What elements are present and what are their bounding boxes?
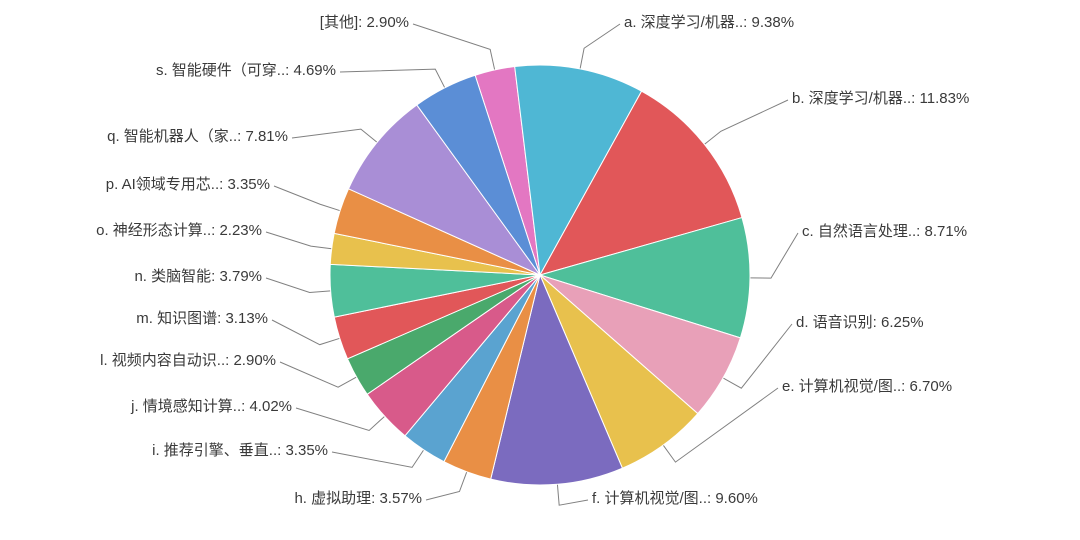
pie-label-q: q. 智能机器人（家..: 7.81% <box>107 128 288 146</box>
pie-label-j: j. 情境感知计算..: 4.02% <box>131 398 292 416</box>
pie-label-s: s. 智能硬件（可穿..: 4.69% <box>156 62 336 80</box>
pie-label-l: l. 视频内容自动识..: 2.90% <box>100 352 276 370</box>
pie-label-p: p. AI领域专用芯..: 3.35% <box>106 176 270 194</box>
pie-label-i: i. 推荐引擎、垂直..: 3.35% <box>152 442 328 460</box>
pie-label-e: e. 计算机视觉/图..: 6.70% <box>782 378 952 396</box>
pie-label-o: o. 神经形态计算..: 2.23% <box>96 222 262 240</box>
pie-label-n: n. 类脑智能: 3.79% <box>134 268 262 286</box>
pie-label-h: h. 虚拟助理: 3.57% <box>294 490 422 508</box>
pie-chart: [其他]: 2.90% a. 深度学习/机器..: 9.38% b. 深度学习/机器… <box>0 0 1080 540</box>
pie-label-m: m. 知识图谱: 3.13% <box>136 310 268 328</box>
pie-label-f: f. 计算机视觉/图..: 9.60% <box>592 490 758 508</box>
pie-label-c: c. 自然语言处理..: 8.71% <box>802 223 967 241</box>
pie-label-other: [其他]: 2.90% <box>320 14 409 32</box>
pie-label-a: a. 深度学习/机器..: 9.38% <box>624 14 794 32</box>
pie-label-b: b. 深度学习/机器..: 11.83% <box>792 90 969 108</box>
pie-label-d: d. 语音识别: 6.25% <box>796 314 924 332</box>
